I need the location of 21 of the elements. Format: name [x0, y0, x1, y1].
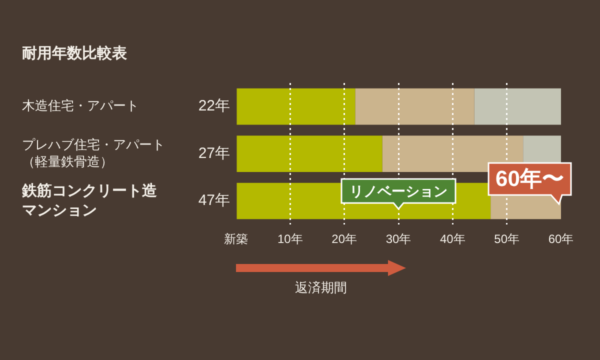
- bar: [236, 136, 382, 172]
- bar: [474, 88, 561, 125]
- x-tick-label: 新築: [224, 232, 248, 246]
- y-tick-label: 木造住宅・アパート: [22, 98, 139, 114]
- annotation: 60年〜: [496, 166, 564, 192]
- x-tick-label: 40年: [440, 232, 466, 246]
- x-tick-label: 10年: [277, 232, 303, 246]
- bar: [236, 88, 356, 125]
- x-tick-label: 60年: [548, 232, 574, 246]
- annotation: リノベーション: [350, 182, 448, 199]
- data-label: 27年: [198, 144, 230, 162]
- y-tick-label: 鉄筋コンクリート造マンション: [21, 182, 158, 219]
- data-label: 22年: [198, 98, 230, 115]
- data-label: 47年: [198, 192, 230, 210]
- text: 耐用年数比較表: [22, 45, 128, 62]
- x-tick-label: 20年: [332, 232, 358, 246]
- x-tick-label: 30年: [386, 232, 412, 246]
- x-tick-label: 50年: [494, 232, 520, 246]
- text: 返済期間: [294, 279, 348, 297]
- bar: [355, 88, 474, 125]
- y-tick-label: プレハブ住宅・アパート（軽量鉄骨造）: [22, 136, 165, 169]
